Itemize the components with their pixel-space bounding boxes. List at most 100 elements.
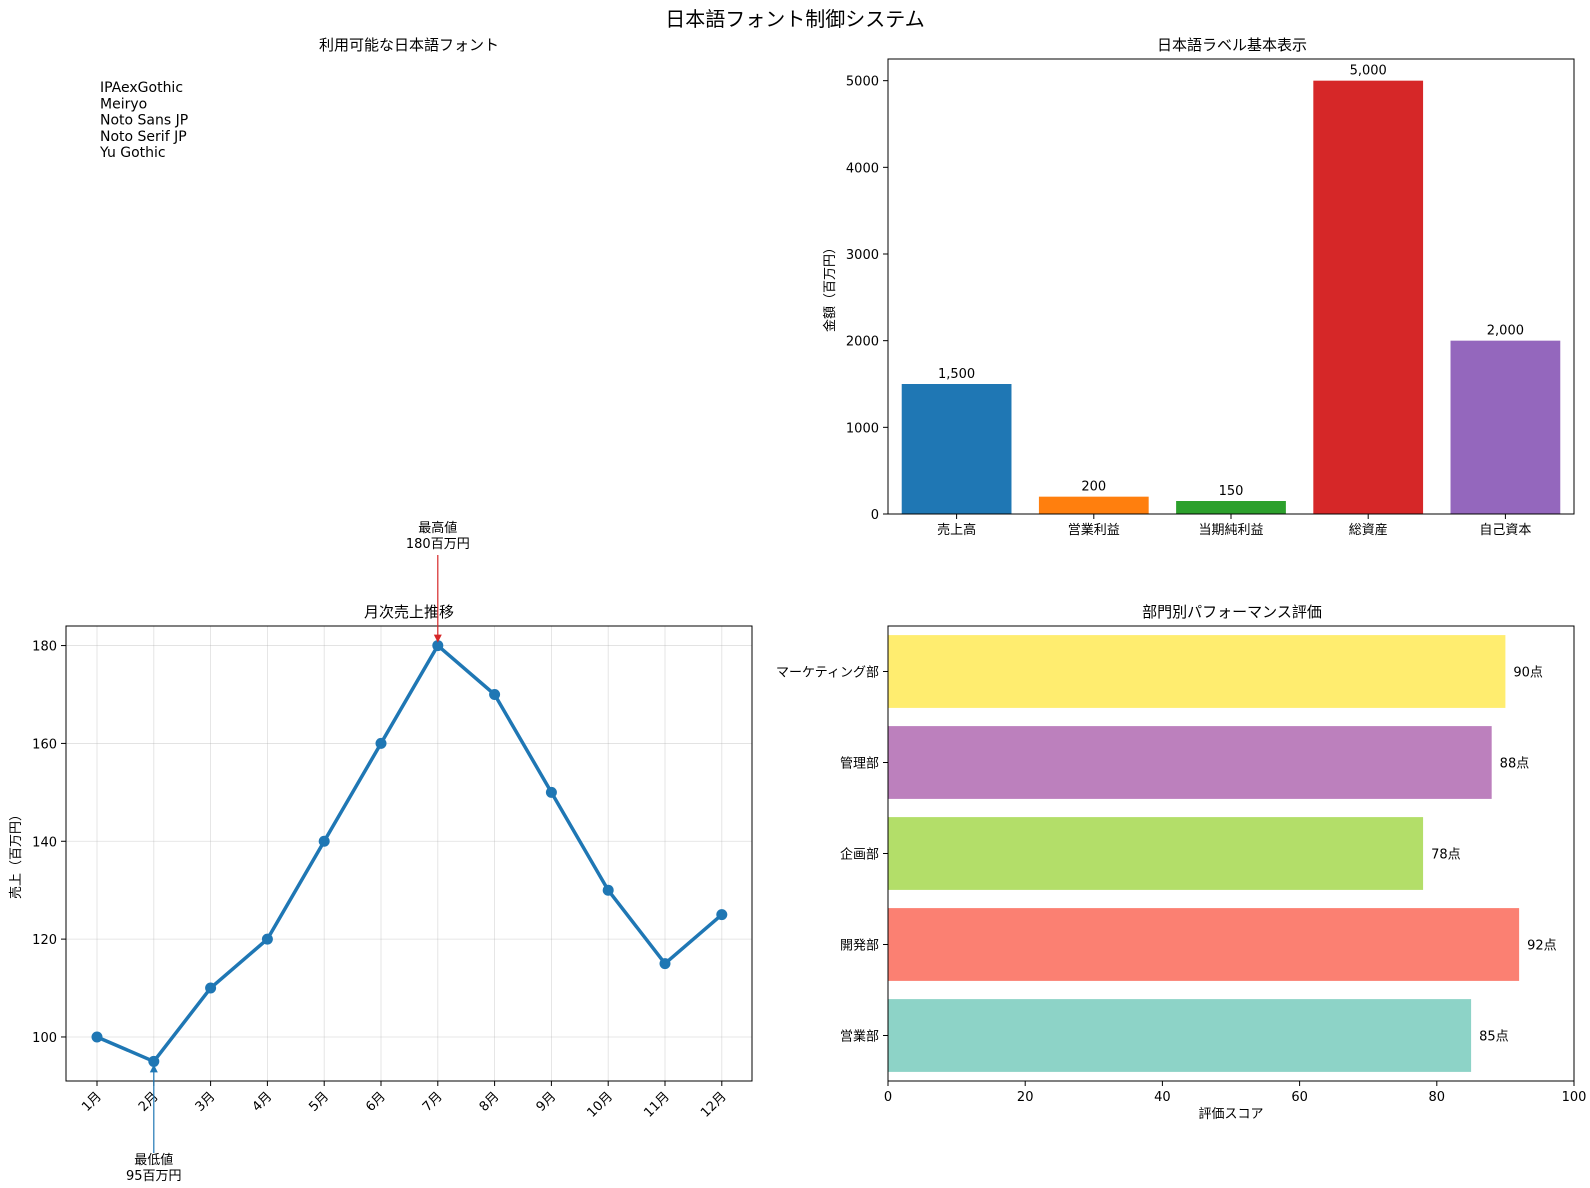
y-tick-label: 0 — [871, 508, 879, 523]
annotation-max-arrow-head — [433, 634, 442, 643]
x-tick-label: 売上高 — [937, 522, 976, 538]
plot-frame — [887, 58, 1575, 515]
hbar-value-label: 78点 — [1431, 848, 1461, 863]
hbar — [888, 635, 1506, 708]
x-tick-label: 8月 — [477, 1089, 503, 1115]
plot-frame — [887, 625, 1575, 1082]
y-tick-label: 開発部 — [840, 939, 879, 954]
data-point — [659, 958, 671, 970]
data-point — [148, 1055, 160, 1067]
bar-value-label: 5,000 — [1350, 64, 1387, 79]
font-list-item: Noto Sans JP — [100, 113, 188, 129]
x-tick-label: 営業利益 — [1068, 522, 1120, 538]
hbar — [888, 908, 1520, 981]
hbar — [888, 726, 1492, 799]
x-tick-label: 9月 — [534, 1089, 560, 1115]
annotation-min-label: 最低値 — [134, 1152, 173, 1168]
annotation-max-value: 180百万円 — [406, 537, 470, 552]
y-tick-label: 管理部 — [840, 757, 879, 772]
monthly-sales-line-chart: 月次売上推移 1月 2月 3月 4月 5月 6月 7月 8月 9月 10月 11月 12月 100 120… — [8, 520, 753, 1184]
department-hbar-chart: 部門別パフォーマンス評価 85点 営業部 92点 開発部 78点 企画部 88点 管理部 90点… — [776, 603, 1586, 1122]
bar — [901, 384, 1012, 514]
data-point — [432, 640, 444, 652]
x-tick-label: 80 — [1429, 1090, 1446, 1105]
y-tick-label: 企画部 — [840, 847, 879, 863]
series-line — [96, 643, 723, 1064]
bar — [1313, 80, 1424, 515]
data-point — [489, 688, 501, 700]
x-tick-label: 6月 — [363, 1089, 389, 1115]
y-tick-label: 2000 — [846, 335, 879, 350]
data-point — [602, 884, 614, 896]
x-tick-label: 40 — [1154, 1090, 1171, 1105]
font-list-item: IPAexGothic — [100, 80, 183, 96]
y-tick-label: 140 — [32, 835, 57, 850]
hbar — [888, 817, 1424, 890]
x-tick-label: 3月 — [193, 1089, 219, 1115]
y-tick-label: 3000 — [846, 248, 879, 263]
hbar-value-label: 92点 — [1527, 939, 1557, 954]
x-tick-label: 自己資本 — [1479, 523, 1531, 538]
data-point — [91, 1031, 103, 1043]
data-point — [375, 737, 387, 749]
annotation-min-value: 95百万円 — [126, 1169, 182, 1184]
y-axis-label: 金額（百万円） — [822, 241, 838, 332]
x-tick-label: 2月 — [136, 1089, 162, 1115]
hbar-value-label: 85点 — [1479, 1030, 1509, 1045]
data-point — [261, 933, 273, 945]
x-tick-label: 当期純利益 — [1198, 523, 1263, 538]
bar-value-label: 2,000 — [1487, 324, 1524, 339]
x-tick-label: 20 — [1017, 1090, 1034, 1105]
font-list-item: Yu Gothic — [99, 145, 166, 161]
data-point — [545, 786, 557, 798]
bar-value-label: 1,500 — [938, 367, 975, 382]
y-tick-label: 5000 — [846, 75, 879, 90]
data-point — [716, 909, 728, 921]
y-axis-label: 売上（百万円） — [8, 808, 24, 899]
y-tick-label: マーケティング部 — [776, 666, 879, 681]
x-tick-label: 12月 — [698, 1089, 729, 1120]
x-tick-label: 0 — [884, 1090, 892, 1105]
y-tick-label: 120 — [32, 933, 57, 948]
font-list-item: Meiryo — [100, 96, 147, 112]
y-tick-label: 100 — [32, 1031, 57, 1046]
y-tick-label: 180 — [32, 640, 57, 655]
x-axis-label: 評価スコア — [1198, 1107, 1263, 1122]
x-tick-label: 11月 — [641, 1089, 672, 1120]
y-tick-label: 営業部 — [840, 1029, 879, 1045]
x-tick-label: 4月 — [250, 1089, 276, 1115]
x-tick-label: 100 — [1562, 1090, 1587, 1105]
financial-bar-chart: 日本語ラベル基本表示 1,500 売上高 200 営業利益 150 当期純利益 5,000 総… — [822, 36, 1575, 538]
data-point — [318, 835, 330, 847]
bar-value-label: 200 — [1081, 480, 1106, 495]
x-tick-label: 総資産 — [1349, 522, 1388, 538]
x-tick-label: 5月 — [306, 1089, 332, 1115]
y-tick-label: 160 — [32, 737, 57, 752]
bar — [1450, 340, 1561, 514]
bar — [1176, 501, 1286, 514]
bar-value-label: 150 — [1219, 484, 1244, 499]
y-tick-label: 1000 — [846, 421, 879, 436]
bar-chart-title: 日本語ラベル基本表示 — [1157, 36, 1307, 54]
x-tick-label: 1月 — [79, 1089, 105, 1115]
font-list-item: Noto Serif JP — [100, 129, 187, 145]
annotation-min-arrow-head — [149, 1064, 158, 1073]
plot-frame — [65, 625, 753, 1082]
hbar-chart-title: 部門別パフォーマンス評価 — [1142, 603, 1322, 621]
figure-title: 日本語フォント制御システム — [665, 7, 924, 31]
line-chart-title: 月次売上推移 — [364, 603, 454, 621]
y-tick-label: 4000 — [846, 161, 879, 176]
hbar-value-label: 90点 — [1513, 666, 1543, 681]
font-list-title: 利用可能な日本語フォント — [319, 36, 499, 54]
annotation-max-label: 最高値 — [418, 520, 457, 536]
x-tick-label: 10月 — [585, 1089, 616, 1120]
bar — [1038, 496, 1149, 514]
hbar — [888, 999, 1472, 1072]
x-tick-label: 60 — [1291, 1090, 1308, 1105]
data-point — [205, 982, 217, 994]
hbar-value-label: 88点 — [1500, 757, 1530, 772]
x-tick-label: 7月 — [420, 1089, 446, 1115]
